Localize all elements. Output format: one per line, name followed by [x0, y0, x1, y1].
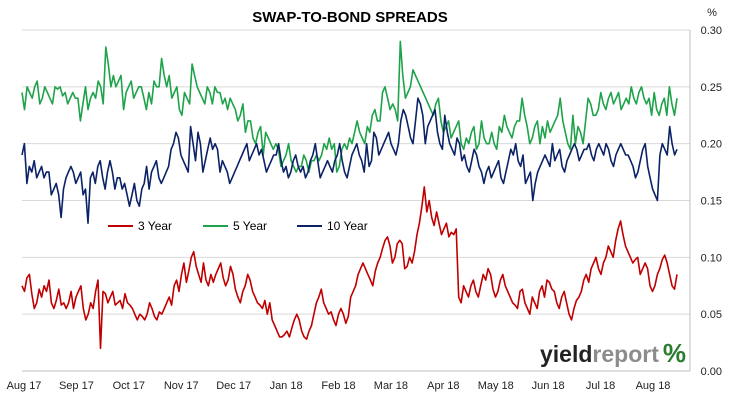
series-line-10-year — [21, 97, 678, 224]
y-tick-label: 0.00 — [701, 366, 722, 378]
series-lines — [21, 40, 678, 350]
y-tick-label: 0.25 — [701, 82, 722, 94]
legend-label: 5 Year — [233, 219, 267, 233]
yieldreport-logo: yieldreport% — [540, 338, 686, 368]
x-tick-label: Jul 18 — [586, 380, 615, 392]
x-tick-label: Aug 18 — [636, 380, 671, 392]
logo-report: report — [592, 341, 659, 367]
svg-text:yieldreport%: yieldreport% — [540, 338, 686, 368]
y-tick-label: 0.05 — [701, 309, 722, 321]
y-tick-label: 0.15 — [701, 196, 722, 208]
legend-label: 3 Year — [138, 219, 172, 233]
x-tick-label: Mar 18 — [374, 380, 408, 392]
x-tick-label: May 18 — [478, 380, 514, 392]
y-tick-label: 0.30 — [701, 25, 722, 37]
y-tick-label: 0.20 — [701, 139, 722, 151]
x-tick-label: Sep 17 — [59, 380, 94, 392]
x-tick-label: Dec 17 — [216, 380, 251, 392]
x-tick-label: Apr 18 — [427, 380, 459, 392]
chart-title: SWAP-TO-BOND SPREADS — [252, 9, 448, 26]
x-tick-label: Oct 17 — [113, 380, 145, 392]
legend: 3 Year 5 Year 10 Year — [108, 219, 368, 233]
x-tick-label: Aug 17 — [7, 380, 42, 392]
logo-yield: yield — [540, 341, 592, 367]
x-tick-label: Jan 18 — [270, 380, 303, 392]
x-tick-label: Nov 17 — [164, 380, 199, 392]
x-axis-ticks: Aug 17 Sep 17 Oct 17 Nov 17 Dec 17 Jan 18 Feb … — [7, 380, 671, 392]
series-line-3-year — [21, 186, 678, 350]
x-tick-label: Feb 18 — [321, 380, 355, 392]
legend-label: 10 Year — [327, 219, 368, 233]
x-tick-label: Jun 18 — [532, 380, 565, 392]
logo-percent-icon: % — [663, 338, 686, 368]
y-tick-label: 0.10 — [701, 252, 722, 264]
series-line-5-year — [21, 40, 678, 173]
y-axis-unit: % — [707, 7, 717, 19]
y-axis-ticks: 0.00 0.05 0.10 0.15 0.20 0.25 0.30 — [701, 25, 722, 378]
